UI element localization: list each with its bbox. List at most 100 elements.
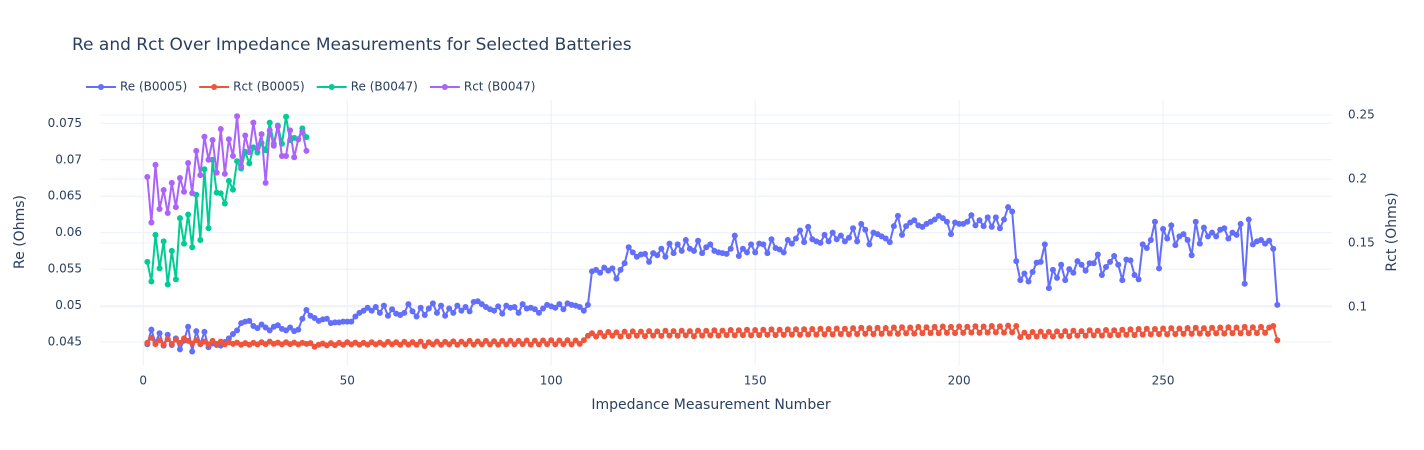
point (1102, 327, 1109, 334)
point (1135, 276, 1142, 283)
point (809, 326, 816, 333)
point (164, 331, 171, 338)
point (495, 303, 502, 310)
x-tick-label: 100 (540, 374, 563, 388)
point (609, 265, 616, 272)
point (899, 324, 906, 331)
point (588, 330, 595, 337)
point (1041, 333, 1048, 340)
point (768, 326, 775, 333)
point (144, 173, 151, 180)
point (1107, 258, 1114, 265)
point (841, 325, 848, 332)
chart-title: Re and Rct Over Impedance Measurements f… (72, 35, 632, 55)
point (519, 301, 526, 308)
point (1151, 326, 1158, 333)
point (401, 309, 408, 316)
point (515, 309, 522, 316)
point (1270, 245, 1277, 252)
point (560, 306, 567, 313)
point (446, 305, 453, 312)
point (205, 156, 212, 163)
point (735, 253, 742, 260)
legend-label: Rct (B0047) (464, 80, 536, 94)
point (833, 236, 840, 243)
point (723, 332, 730, 339)
point (1115, 332, 1122, 339)
point (1217, 324, 1224, 331)
point (996, 225, 1003, 232)
point (274, 322, 281, 329)
point (674, 332, 681, 339)
point (968, 329, 975, 336)
point (238, 163, 245, 170)
point (1213, 330, 1220, 337)
point (217, 126, 224, 133)
point (1258, 236, 1265, 243)
point (719, 327, 726, 334)
point (947, 323, 954, 330)
point (1156, 265, 1163, 272)
point (1188, 330, 1195, 337)
point (1127, 257, 1134, 264)
point (270, 142, 277, 149)
point (1274, 301, 1281, 308)
point (156, 265, 163, 272)
point (478, 341, 485, 348)
point (580, 337, 587, 344)
point (450, 309, 457, 316)
point (246, 317, 253, 324)
point (625, 333, 632, 340)
point (148, 326, 155, 333)
point (168, 179, 175, 186)
point (654, 328, 661, 335)
point (1184, 325, 1191, 332)
point (462, 341, 469, 348)
point (882, 325, 889, 332)
y2-tick-label: 0.1 (1348, 300, 1367, 314)
x-tick-label: 50 (340, 374, 355, 388)
point (1066, 266, 1073, 273)
point (454, 302, 461, 309)
point (646, 258, 653, 265)
point (193, 147, 200, 154)
point (466, 308, 473, 315)
point (992, 329, 999, 336)
point (229, 331, 236, 338)
point (903, 223, 910, 230)
y-axis-title: Re (Ohms) (12, 195, 28, 269)
point (303, 147, 310, 154)
point (984, 214, 991, 221)
point (1143, 244, 1150, 251)
point (1082, 332, 1089, 339)
point (144, 339, 151, 346)
point (535, 341, 542, 348)
point (801, 239, 808, 246)
point (882, 235, 889, 242)
point (984, 329, 991, 336)
point (176, 339, 183, 346)
point (1160, 226, 1167, 233)
point (821, 231, 828, 238)
point (907, 324, 914, 331)
y-tick-label: 0.055 (48, 262, 82, 276)
point (1156, 331, 1163, 338)
point (299, 315, 306, 322)
point (368, 307, 375, 314)
point (385, 312, 392, 319)
point (735, 327, 742, 334)
point (1200, 224, 1207, 231)
point (523, 337, 530, 344)
point (654, 252, 661, 259)
point (915, 323, 922, 330)
point (642, 333, 649, 340)
point (980, 323, 987, 330)
point (780, 249, 787, 256)
point (878, 330, 885, 337)
point (617, 266, 624, 273)
point (1062, 277, 1069, 284)
point (1253, 330, 1260, 337)
point (935, 330, 942, 337)
point (283, 113, 290, 120)
point (911, 217, 918, 224)
